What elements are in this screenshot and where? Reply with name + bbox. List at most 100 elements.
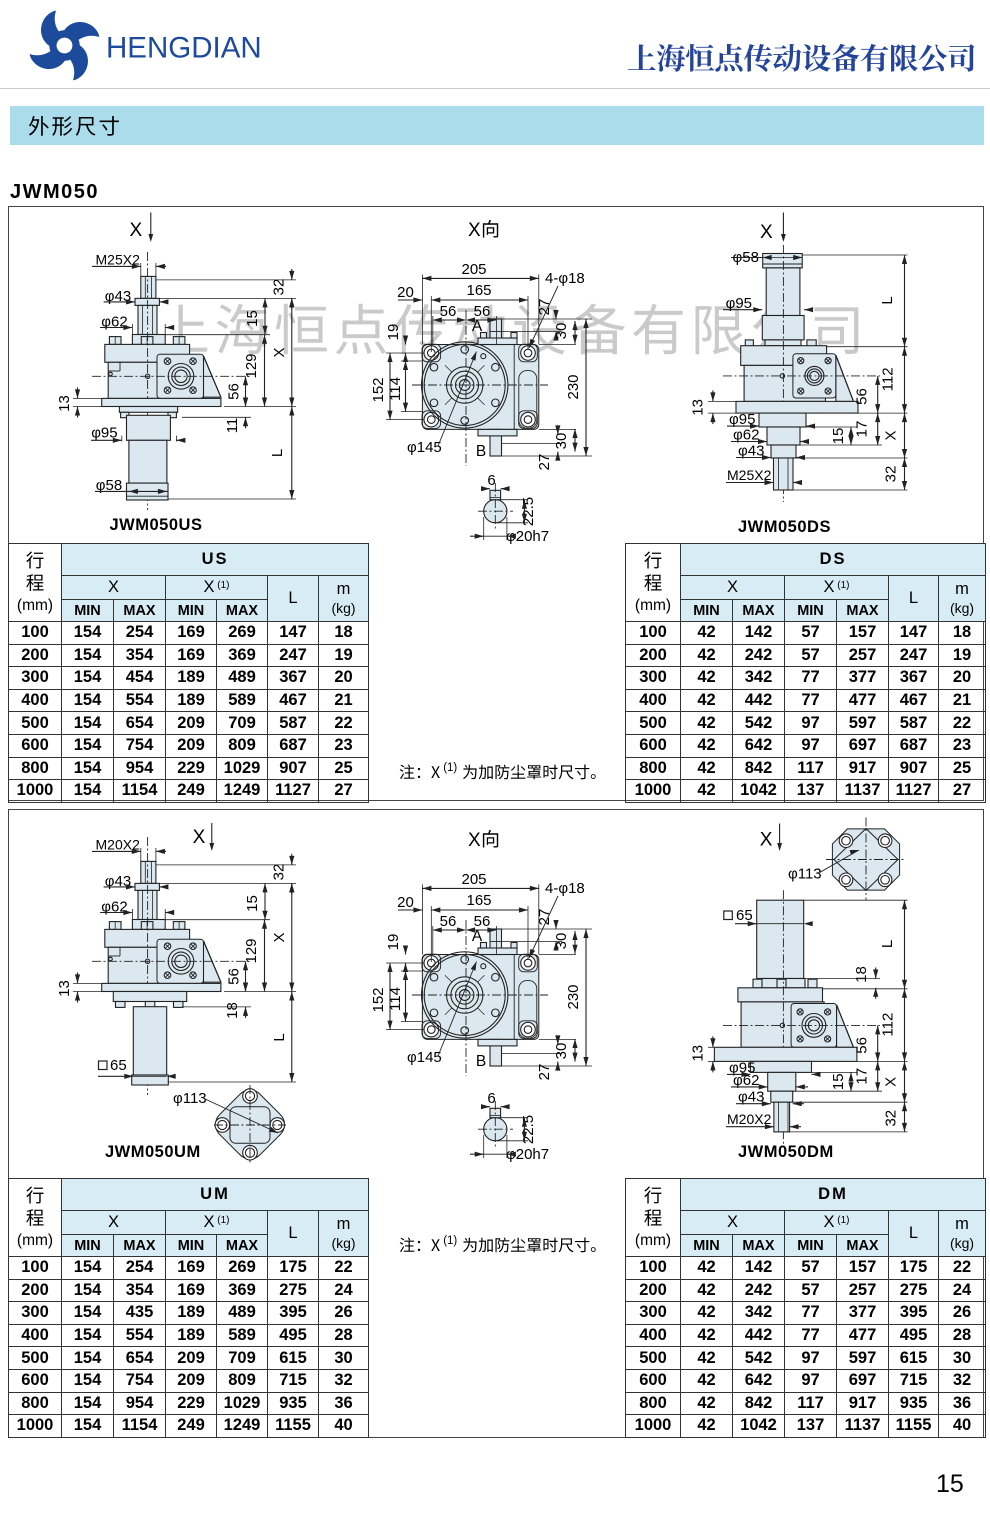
svg-text:φ62: φ62 [733, 427, 759, 444]
svg-text:M20X2: M20X2 [96, 837, 141, 853]
svg-text:165: 165 [466, 282, 491, 299]
svg-text:φ62: φ62 [101, 313, 127, 330]
svg-text:φ95: φ95 [729, 1059, 755, 1076]
svg-text:13: 13 [690, 1045, 707, 1062]
svg-text:32: 32 [883, 466, 900, 483]
svg-text:X: X [130, 220, 143, 241]
svg-text:φ145: φ145 [407, 1049, 442, 1066]
svg-text:19: 19 [385, 324, 402, 341]
svg-text:X: X [271, 347, 288, 357]
svg-text:13: 13 [56, 395, 73, 412]
svg-text:13: 13 [56, 980, 73, 997]
svg-text:φ43: φ43 [105, 873, 131, 890]
svg-text:30: 30 [553, 433, 570, 450]
svg-text:A: A [472, 318, 483, 335]
svg-text:M20X2: M20X2 [727, 1111, 772, 1127]
svg-text:JWM050DM: JWM050DM [738, 1143, 834, 1161]
svg-text:(1): (1) [443, 762, 457, 774]
svg-text:230: 230 [565, 374, 582, 399]
svg-text:X: X [883, 430, 900, 440]
svg-text:A: A [472, 928, 483, 945]
svg-text:230: 230 [565, 984, 582, 1009]
svg-text:φ62: φ62 [733, 1072, 759, 1089]
svg-text:6: 6 [487, 1090, 495, 1107]
svg-text:17: 17 [854, 421, 871, 438]
svg-text:32: 32 [883, 1110, 900, 1127]
svg-text:φ20h7: φ20h7 [506, 528, 549, 545]
svg-text:L: L [271, 1033, 288, 1041]
svg-text:JWM050UM: JWM050UM [105, 1143, 201, 1161]
svg-text:20: 20 [397, 284, 414, 301]
svg-text:56: 56 [440, 913, 457, 930]
svg-text:15: 15 [244, 895, 261, 912]
svg-text:32: 32 [271, 864, 288, 881]
svg-text:27: 27 [536, 299, 553, 316]
svg-text:27: 27 [536, 454, 553, 471]
svg-text:JWM050: JWM050 [10, 181, 99, 203]
svg-text:φ95: φ95 [726, 295, 752, 312]
svg-text:18: 18 [853, 966, 870, 983]
svg-text:φ145: φ145 [407, 439, 442, 456]
svg-text:114: 114 [387, 377, 404, 401]
svg-text:φ58: φ58 [96, 477, 122, 494]
svg-text:φ62: φ62 [101, 898, 127, 915]
svg-text:φ95: φ95 [91, 424, 117, 441]
svg-text:56: 56 [474, 303, 491, 320]
svg-text:56: 56 [440, 303, 457, 320]
svg-text:15: 15 [830, 1073, 847, 1090]
svg-text:φ113: φ113 [788, 865, 822, 882]
svg-text:φ95: φ95 [729, 411, 755, 428]
svg-text:15: 15 [936, 1470, 964, 1498]
svg-text:X: X [193, 827, 206, 848]
svg-text:114: 114 [387, 987, 404, 1011]
svg-text:56: 56 [854, 388, 871, 405]
svg-text:129: 129 [243, 938, 260, 963]
svg-text:X: X [760, 830, 773, 851]
svg-text:65: 65 [110, 1057, 127, 1074]
svg-text:30: 30 [553, 933, 570, 950]
svg-text:M25X2: M25X2 [96, 252, 141, 268]
svg-text:20: 20 [397, 894, 414, 911]
svg-text:129: 129 [243, 353, 260, 378]
svg-text:JWM050DS: JWM050DS [738, 518, 831, 536]
svg-text:L: L [269, 449, 286, 457]
svg-text:X: X [760, 222, 773, 243]
svg-text:18: 18 [224, 1002, 241, 1019]
svg-text:30: 30 [553, 1043, 570, 1060]
svg-text:φ20h7: φ20h7 [506, 1146, 549, 1163]
svg-text:B: B [476, 443, 486, 460]
svg-text:L: L [879, 940, 896, 948]
svg-text:X: X [468, 830, 481, 851]
svg-text:32: 32 [271, 279, 288, 296]
svg-text:JWM050US: JWM050US [110, 516, 203, 534]
svg-text:112: 112 [880, 1013, 897, 1037]
svg-text:152: 152 [370, 377, 387, 402]
svg-text:56: 56 [226, 383, 243, 400]
svg-text:11: 11 [224, 418, 241, 434]
svg-text:152: 152 [370, 987, 387, 1012]
svg-text:X: X [468, 220, 481, 241]
svg-text:205: 205 [461, 871, 486, 888]
svg-text:(1): (1) [443, 1235, 457, 1247]
svg-text:13: 13 [690, 399, 707, 416]
svg-text:27: 27 [536, 1064, 553, 1081]
svg-text:15: 15 [244, 310, 261, 327]
svg-text:φ113: φ113 [173, 1090, 207, 1107]
svg-text:27: 27 [536, 909, 553, 926]
svg-text:φ43: φ43 [105, 288, 131, 305]
svg-text:φ43: φ43 [738, 443, 764, 460]
svg-text:17: 17 [854, 1068, 871, 1085]
svg-text:19: 19 [385, 934, 402, 951]
svg-text:22.5: 22.5 [520, 497, 537, 526]
svg-text:15: 15 [830, 428, 847, 445]
svg-text:30: 30 [553, 323, 570, 340]
svg-text:56: 56 [854, 1037, 871, 1054]
svg-text:112: 112 [880, 367, 897, 391]
svg-text:205: 205 [461, 261, 486, 278]
svg-text:X: X [883, 1077, 900, 1087]
svg-text:L: L [879, 296, 896, 304]
svg-text:X: X [271, 932, 288, 942]
svg-text:56: 56 [226, 968, 243, 985]
svg-text:22.5: 22.5 [520, 1115, 537, 1144]
svg-text:165: 165 [466, 892, 491, 909]
